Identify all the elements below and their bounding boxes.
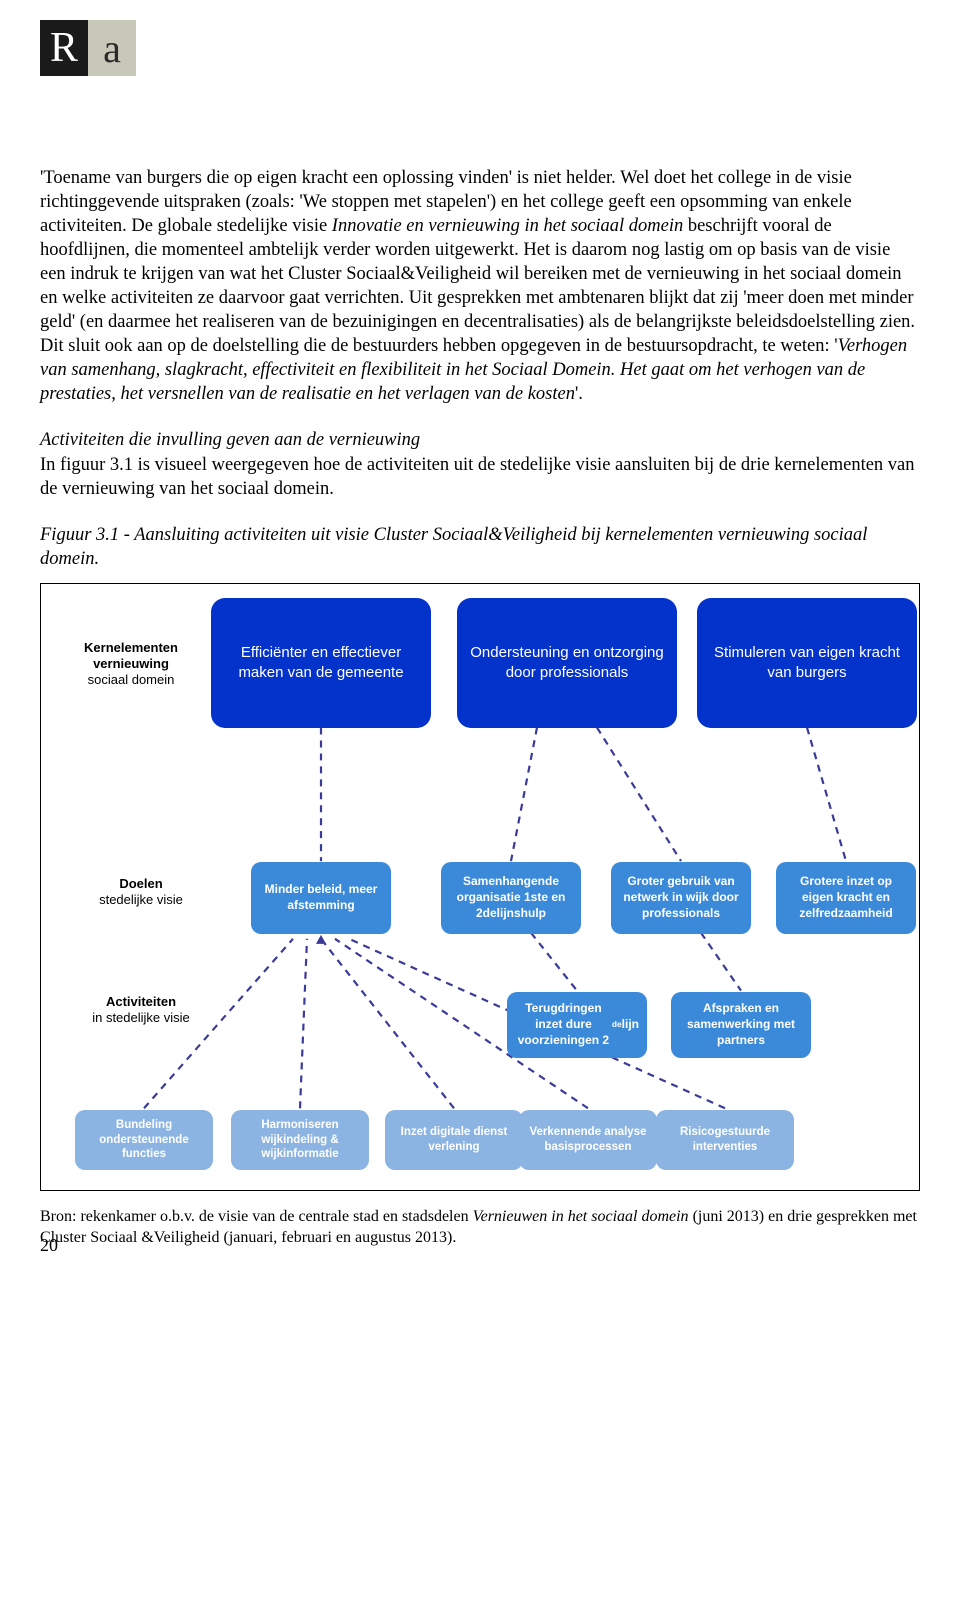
logo-r-letter: R: [40, 20, 88, 76]
logo-a-letter: a: [88, 20, 136, 76]
kernelement-node: Stimuleren van eigen kracht van burgers: [697, 598, 917, 728]
page-number: 20: [40, 1235, 58, 1256]
doel-node: Minder beleid, meer afstemming: [251, 862, 391, 934]
doel-node: Groter gebruik van netwerk in wijk door …: [611, 862, 751, 934]
paragraph-1: 'Toename van burgers die op eigen kracht…: [40, 166, 920, 406]
activiteit-node: Bundeling ondersteunende functies: [75, 1110, 213, 1170]
logo: R a: [40, 20, 136, 76]
doel-node: Grotere inzet op eigen kracht en zelfred…: [776, 862, 916, 934]
row-label-kernelementen: Kernelementen vernieuwingsociaal domein: [71, 640, 191, 689]
activiteit-node: Harmoniseren wijkindeling & wijkinformat…: [231, 1110, 369, 1170]
row-label-doelen: Doelenstedelijke visie: [81, 876, 201, 909]
activiteit-node: Verkennende analyse basisprocessen: [519, 1110, 657, 1170]
paragraph-2: In figuur 3.1 is visueel weergegeven hoe…: [40, 453, 920, 501]
kernelement-node: Efficiënter en effectiever maken van de …: [211, 598, 431, 728]
activiteit-mid-node: Terugdringen inzet dure voorzieningen 2d…: [507, 992, 647, 1058]
figure-diagram: Kernelementen vernieuwingsociaal domein D…: [40, 583, 920, 1191]
activiteit-node: Risicogestuurde interventies: [656, 1110, 794, 1170]
row-label-activiteiten: Activiteitenin stedelijke visie: [81, 994, 201, 1027]
doel-node: Samenhangende organisatie 1ste en 2delij…: [441, 862, 581, 934]
sub-heading: Activiteiten die invulling geven aan de …: [40, 428, 920, 452]
figure-source: Bron: rekenkamer o.b.v. de visie van de …: [40, 1207, 920, 1249]
activiteit-node: Inzet digitale dienst verlening: [385, 1110, 523, 1170]
figure-caption: Figuur 3.1 - Aansluiting activiteiten ui…: [40, 523, 920, 571]
activiteit-mid-node: Afspraken en samenwerking met partners: [671, 992, 811, 1058]
page: R a 'Toename van burgers die op eigen kr…: [0, 0, 960, 1278]
kernelement-node: Ondersteuning en ontzorging door profess…: [457, 598, 677, 728]
